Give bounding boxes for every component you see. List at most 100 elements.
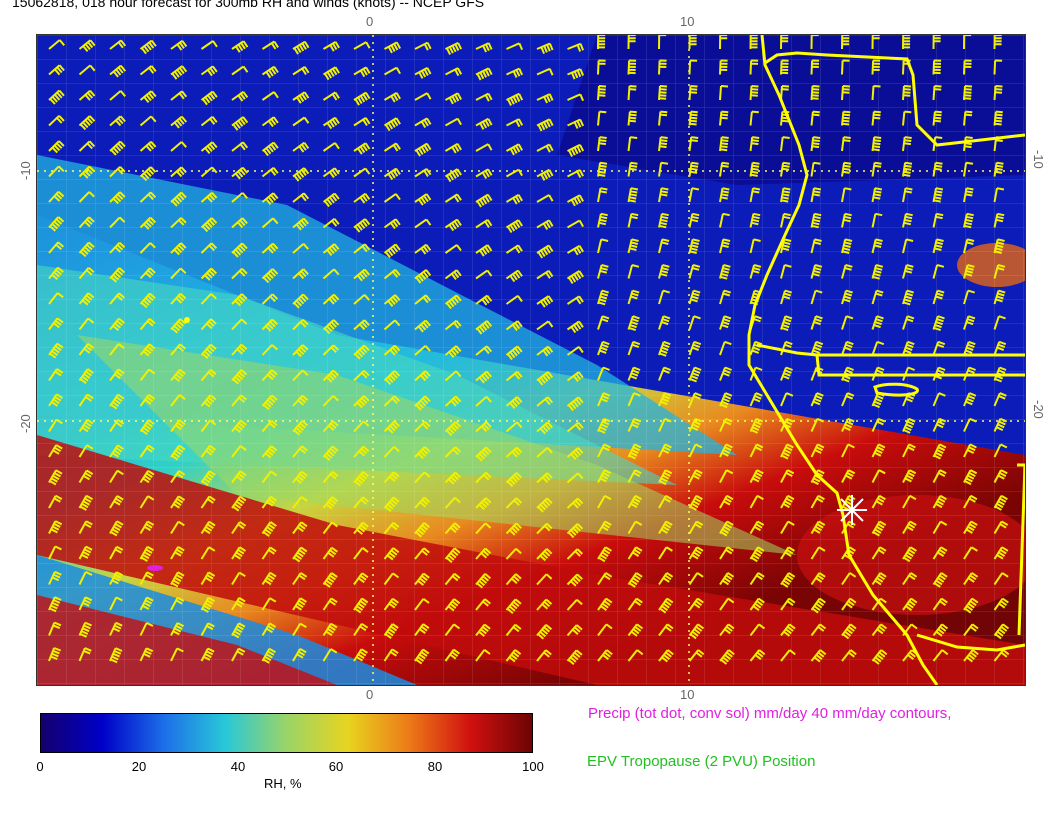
wind-barb <box>749 520 765 535</box>
wind-barb <box>688 35 697 50</box>
wind-barb <box>353 471 370 487</box>
wind-barb <box>871 572 887 586</box>
wind-barb <box>475 320 493 335</box>
wind-barb <box>353 572 369 586</box>
coast-dot <box>184 317 190 323</box>
wind-barb <box>658 264 670 279</box>
wind-barb <box>414 496 431 509</box>
wind-barb <box>109 647 123 664</box>
wind-barb <box>993 572 1009 586</box>
wind-barb <box>566 447 584 460</box>
wind-barb <box>627 417 642 432</box>
wind-barb <box>414 117 432 129</box>
wind-barb <box>505 370 523 382</box>
wind-barb <box>993 238 1005 254</box>
wind-barb <box>414 446 431 460</box>
wind-barb <box>48 317 64 331</box>
wind-barb <box>261 318 278 332</box>
wind-barb <box>627 494 642 509</box>
wind-barb <box>353 648 368 662</box>
wind-barb <box>932 161 943 177</box>
map-panel[interactable] <box>36 34 1026 686</box>
wind-barb <box>536 244 554 259</box>
wind-barb <box>505 446 523 458</box>
wind-barb <box>200 495 216 509</box>
wind-barb <box>78 596 93 611</box>
wind-barb <box>170 546 185 560</box>
wind-barb <box>292 116 310 127</box>
top-axis-label-10: 10 <box>680 14 695 29</box>
wind-barb <box>688 417 703 432</box>
wind-barb <box>444 370 462 382</box>
wind-barb <box>597 494 612 509</box>
wind-barb <box>627 85 637 101</box>
wind-barb <box>505 522 522 536</box>
wind-barb <box>566 649 583 665</box>
wind-barb <box>506 118 524 128</box>
colorbar-tick-60: 60 <box>328 759 344 774</box>
wind-barb <box>505 421 523 433</box>
wind-barb <box>658 572 674 586</box>
wind-barb <box>383 572 400 586</box>
wind-barb <box>871 59 881 75</box>
wind-barb <box>932 85 942 101</box>
wind-barb <box>261 167 279 178</box>
wind-barb <box>536 472 553 484</box>
wind-barb <box>566 548 584 560</box>
wind-barb <box>445 92 462 105</box>
wind-barb <box>109 419 125 433</box>
wind-barb <box>48 444 63 458</box>
wind-barb <box>841 212 852 228</box>
wind-barb <box>566 598 583 611</box>
wind-barb <box>627 546 643 560</box>
wind-barb <box>810 136 821 152</box>
wind-barb <box>353 192 371 204</box>
wind-barb <box>505 193 523 205</box>
wind-barb <box>109 393 125 410</box>
wind-barb <box>322 648 338 662</box>
wind-barb <box>688 597 704 611</box>
wind-barb <box>719 366 732 381</box>
wind-barb <box>871 264 884 280</box>
wind-barb <box>322 116 340 130</box>
wind-barb <box>475 244 493 257</box>
colorbar-label: RH, % <box>264 776 302 791</box>
wind-barb <box>932 59 942 75</box>
wind-barb <box>139 140 157 152</box>
wind-barb <box>597 187 608 203</box>
wind-barb <box>383 597 399 611</box>
wind-barb <box>322 66 340 81</box>
wind-barb <box>780 238 792 254</box>
wind-barb <box>963 392 977 407</box>
wind-barb <box>597 623 613 637</box>
wind-barb <box>566 270 584 285</box>
wind-barb <box>139 368 156 382</box>
wind-barb <box>48 292 64 305</box>
wind-barb <box>48 368 64 382</box>
wind-barb <box>353 622 369 637</box>
wind-barb <box>475 547 492 560</box>
wind-barb <box>292 66 310 76</box>
wind-barb <box>963 35 972 50</box>
wind-barb <box>688 623 705 640</box>
wind-barb <box>902 572 918 586</box>
wind-barb <box>780 597 796 611</box>
colorbar-tick-20: 20 <box>131 759 147 774</box>
wind-barb <box>444 395 462 407</box>
wind-barb <box>170 596 185 611</box>
wind-barb <box>932 238 944 254</box>
wind-barb <box>475 446 492 462</box>
wind-barb <box>719 238 731 254</box>
wind-barb <box>932 392 946 407</box>
wind-barb <box>627 264 640 279</box>
wind-barb <box>688 187 700 203</box>
wind-barb <box>597 264 609 279</box>
wind-barbs <box>48 35 1010 665</box>
wind-barb <box>627 366 641 381</box>
wind-barb <box>200 217 218 233</box>
wind-barb <box>414 345 431 356</box>
wind-barb <box>414 193 432 206</box>
wind-barb <box>597 136 607 152</box>
wind-barb <box>170 495 186 509</box>
wind-barb <box>810 289 823 305</box>
